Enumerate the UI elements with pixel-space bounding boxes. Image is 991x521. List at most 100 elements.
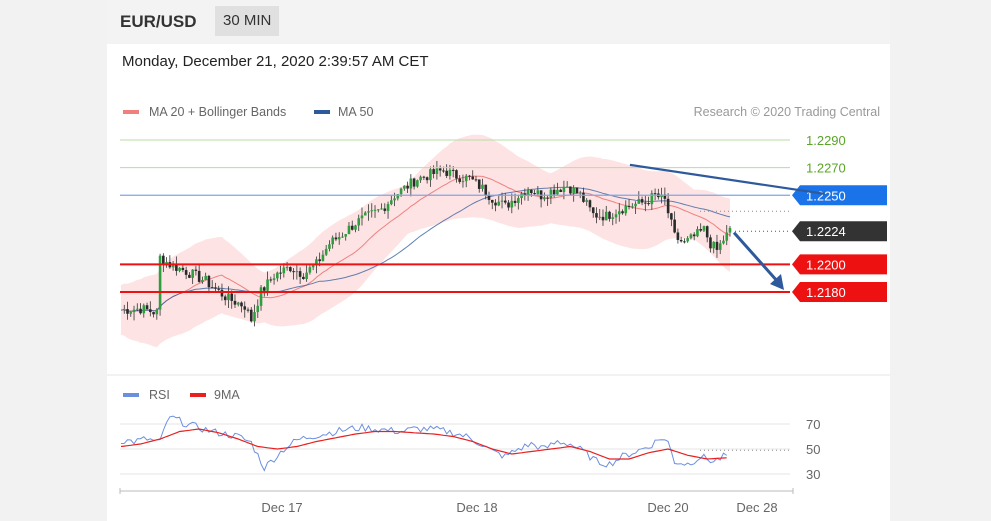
candle-body: [666, 198, 670, 214]
candle-body: [513, 200, 517, 203]
candle-body: [637, 199, 641, 204]
candle-body: [458, 178, 461, 182]
candle-body: [155, 309, 159, 315]
candle-body: [416, 180, 419, 187]
candle-body: [132, 309, 136, 313]
price-levels: 1.2290 1.2270 1.2250 1.2224 1.2200 1.2180: [120, 133, 887, 302]
level-label-1-2200: 1.2200: [806, 257, 846, 272]
candle-body: [135, 308, 139, 310]
candle-body: [689, 234, 693, 239]
candle-body: [201, 279, 204, 282]
ma20-legend-label: MA 20 + Bollinger Bands: [149, 105, 286, 119]
candle-body: [357, 218, 361, 226]
candle-body: [249, 309, 253, 322]
x-tick-dec-20: Dec 20: [647, 500, 688, 515]
ma20-legend-swatch: [123, 110, 139, 114]
candle-body: [634, 203, 637, 207]
candle-body: [588, 200, 592, 208]
candle-body: [455, 170, 458, 179]
candle-body: [390, 200, 393, 205]
candle-body: [477, 179, 481, 189]
candle-body: [363, 212, 367, 216]
candle-body: [214, 287, 217, 289]
candle-body: [227, 293, 230, 301]
level-label-1-2290: 1.2290: [806, 133, 846, 148]
candle-body: [435, 168, 439, 174]
candle-body: [604, 211, 608, 221]
candle-body: [191, 269, 194, 278]
candle-body: [253, 312, 256, 322]
candle-body: [188, 274, 191, 278]
candle-body: [585, 200, 589, 202]
candle-body: [383, 208, 387, 211]
candle-body: [122, 309, 126, 311]
candle-body: [233, 300, 237, 305]
candle-body: [608, 211, 611, 219]
candle-body: [305, 272, 308, 280]
candle-body: [292, 271, 295, 273]
candle-body: [533, 193, 536, 195]
candle-body: [380, 208, 383, 210]
candle-body: [230, 293, 234, 301]
level-label-1-2270: 1.2270: [806, 161, 846, 176]
candle-body: [207, 275, 211, 288]
candle-body: [497, 201, 501, 206]
candle-body: [367, 211, 370, 213]
candle-body: [142, 305, 146, 314]
candle-body: [126, 309, 129, 314]
timeframe-badge[interactable]: 30 MIN: [215, 6, 280, 36]
level-badge-1-2250: [792, 185, 887, 206]
candle-body: [386, 204, 390, 211]
candle-body: [494, 202, 497, 206]
candle-body: [406, 185, 409, 189]
candle-body: [236, 302, 240, 305]
candle-body: [647, 203, 650, 205]
candle-body: [240, 302, 243, 307]
candle-body: [328, 244, 331, 249]
candle-body: [552, 189, 556, 195]
candle-body: [217, 288, 221, 290]
candle-body: [490, 199, 494, 203]
candle-body: [279, 272, 282, 274]
rsi-tick-30: 30: [806, 467, 820, 482]
candle-body: [308, 267, 312, 273]
ma9-legend-label: 9MA: [214, 388, 240, 402]
candle-body: [341, 236, 344, 238]
candle-body: [194, 269, 198, 271]
candle-body: [165, 262, 168, 265]
candle-body: [266, 279, 269, 291]
level-badge-1-2180: [792, 282, 887, 302]
candle-body: [451, 169, 455, 171]
candle-body: [559, 189, 562, 192]
x-tick-dec-17: Dec 17: [261, 500, 302, 515]
candle-body: [289, 267, 292, 272]
candle-body: [507, 202, 510, 208]
candle-body: [503, 200, 507, 203]
candle-body: [556, 189, 559, 195]
level-label-1-2180: 1.2180: [806, 285, 846, 300]
candle-body: [129, 312, 133, 314]
rsi-tick-50: 50: [806, 442, 820, 457]
candle-body: [582, 192, 585, 202]
candle-body: [347, 225, 351, 235]
candle-body: [409, 178, 413, 189]
candle-body: [171, 263, 175, 268]
candle-body: [370, 210, 374, 212]
candle-body: [572, 187, 575, 194]
candle-body: [650, 193, 654, 205]
candle-body: [712, 241, 716, 249]
candle-body: [145, 305, 149, 310]
level-badge-1-2200: [792, 254, 887, 275]
candle-body: [396, 194, 400, 199]
candle-body: [350, 225, 354, 230]
candle-body: [445, 170, 448, 176]
rsi-legend-swatch: [123, 393, 139, 397]
candle-body: [591, 207, 595, 214]
candle-body: [725, 232, 729, 241]
x-tick-dec-18: Dec 18: [456, 500, 497, 515]
candle-body: [526, 189, 530, 196]
candle-body: [337, 237, 341, 240]
candle-body: [425, 177, 429, 181]
ma50-legend-swatch: [314, 110, 330, 114]
candle-body: [630, 206, 634, 208]
